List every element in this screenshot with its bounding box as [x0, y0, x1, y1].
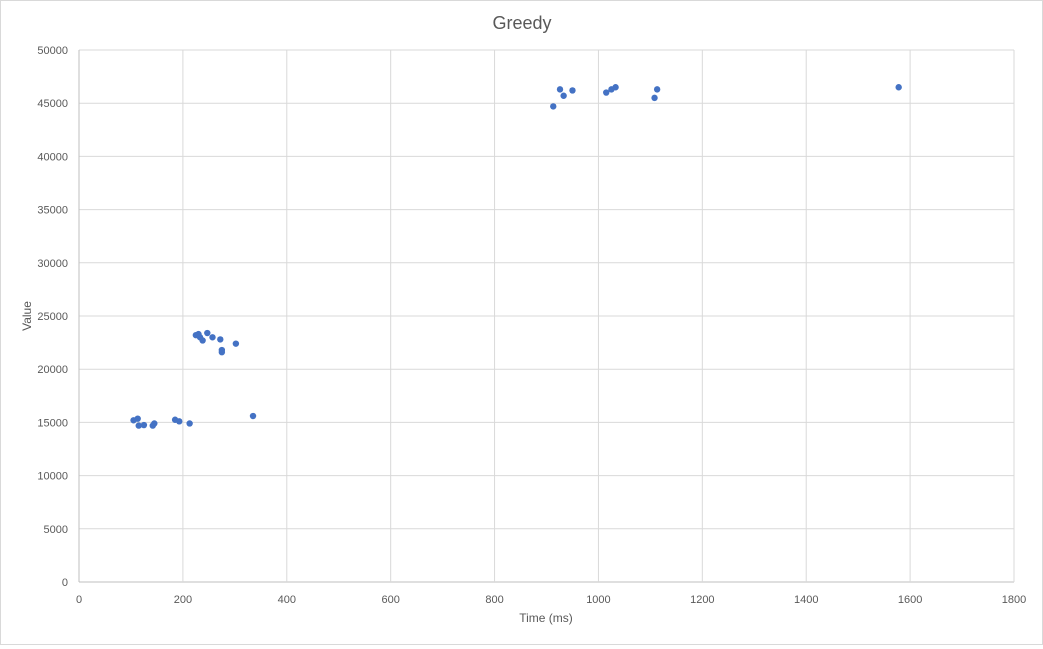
y-tick-label: 15000	[37, 417, 68, 429]
y-tick-label: 30000	[37, 258, 68, 270]
data-point	[653, 86, 661, 93]
data-point	[232, 340, 240, 347]
y-tick-label: 35000	[37, 205, 68, 217]
x-tick-label: 600	[381, 594, 399, 606]
data-point	[603, 89, 610, 96]
data-point	[176, 418, 183, 425]
y-tick-label: 10000	[37, 471, 68, 483]
x-tick-label: 1200	[690, 594, 714, 606]
data-point	[556, 86, 564, 93]
data-point	[560, 92, 567, 99]
data-point	[895, 84, 902, 91]
y-axis-title: Value	[20, 301, 34, 331]
x-tick-label: 1400	[794, 594, 818, 606]
x-tick-label: 0	[76, 594, 82, 606]
data-point	[550, 103, 557, 110]
data-point	[134, 415, 141, 422]
data-points	[130, 84, 902, 429]
x-axis-ticks: 0 200 400 600 800 1000 1200 1400 1600 1800	[76, 594, 1026, 606]
data-point	[217, 336, 224, 343]
y-tick-label: 5000	[44, 524, 68, 536]
data-point	[249, 412, 257, 420]
x-axis-title: Time (ms)	[519, 611, 573, 625]
data-point	[186, 420, 193, 427]
x-tick-label: 200	[174, 594, 192, 606]
x-tick-label: 400	[278, 594, 296, 606]
y-tick-label: 45000	[37, 98, 68, 110]
y-tick-label: 40000	[37, 151, 68, 163]
x-tick-label: 1600	[898, 594, 922, 606]
x-tick-label: 1800	[1002, 594, 1026, 606]
gridlines	[78, 49, 1015, 583]
y-tick-label: 20000	[37, 364, 68, 376]
data-point	[209, 334, 216, 341]
data-point	[218, 348, 226, 356]
data-point	[204, 329, 211, 337]
data-point	[135, 422, 142, 429]
data-point	[569, 87, 576, 94]
y-axis-ticks: 0 5000 10000 15000 20000 25000 30000 35000 40000…	[37, 45, 68, 589]
data-point	[151, 420, 158, 427]
chart-title: Greedy	[492, 13, 551, 33]
y-tick-label: 25000	[37, 311, 68, 323]
data-point	[140, 421, 148, 429]
data-point	[651, 94, 658, 102]
x-tick-label: 1000	[586, 594, 610, 606]
x-tick-label: 800	[485, 594, 503, 606]
data-point	[612, 84, 619, 91]
data-point	[199, 337, 206, 344]
y-tick-label: 0	[62, 577, 68, 589]
y-tick-label: 50000	[37, 45, 68, 57]
